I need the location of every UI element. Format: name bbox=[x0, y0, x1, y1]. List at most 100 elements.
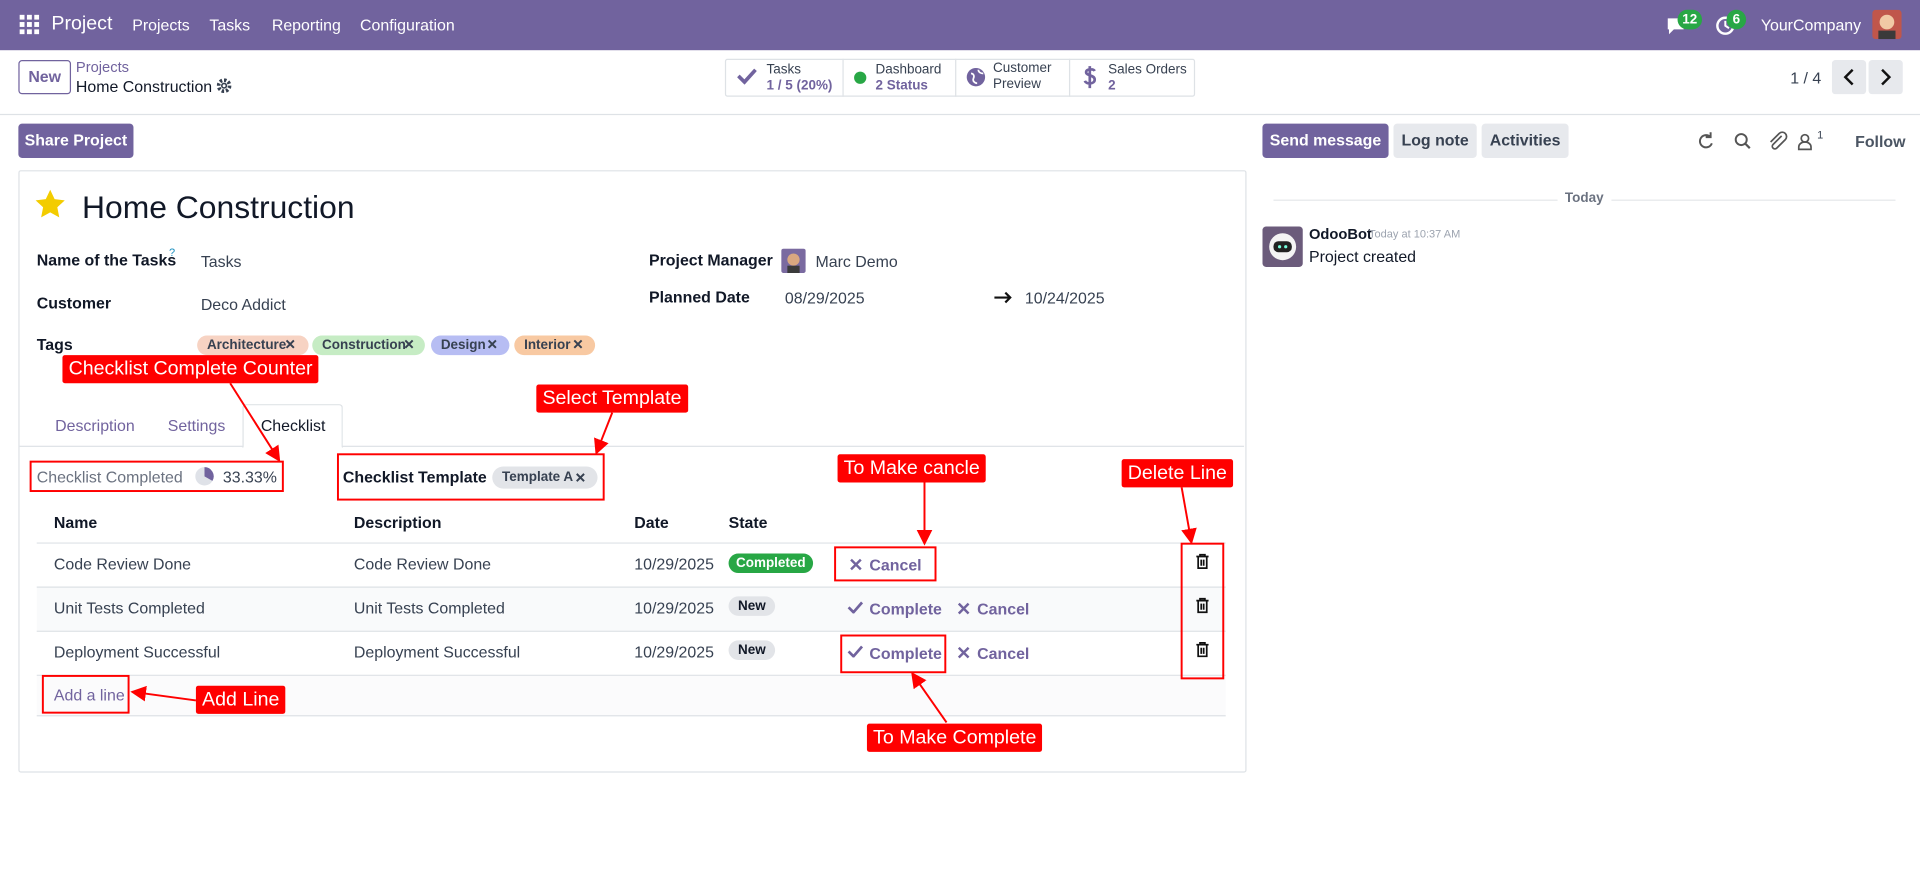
add-line[interactable]: Add a line bbox=[53, 685, 125, 705]
annotation: Select Template bbox=[536, 384, 688, 413]
tag[interactable]: Construction bbox=[312, 335, 425, 356]
pager: 1 / 4 bbox=[1790, 68, 1822, 87]
cancel-icon[interactable] bbox=[850, 558, 862, 571]
cancel-icon[interactable] bbox=[957, 602, 970, 615]
control-panel bbox=[0, 50, 1920, 116]
manager-avatar bbox=[781, 248, 806, 274]
complete-icon[interactable] bbox=[847, 601, 864, 614]
cancel-button[interactable]: Cancel bbox=[977, 644, 1030, 663]
checklist-completed-label: Checklist Completed bbox=[36, 467, 183, 487]
cell-description[interactable]: Code Review Done bbox=[353, 554, 492, 574]
dollar-icon bbox=[1083, 66, 1097, 89]
field-label: Project Manager bbox=[648, 251, 773, 270]
activities-button[interactable]: Activities bbox=[1481, 123, 1569, 158]
state-badge: New bbox=[728, 640, 776, 661]
complete-button[interactable]: Complete bbox=[869, 644, 942, 663]
field-value[interactable]: Deco Addict bbox=[200, 295, 286, 314]
tag[interactable]: Architecture bbox=[197, 335, 309, 356]
smart-label[interactable]: Tasks bbox=[766, 62, 801, 78]
smart-label[interactable]: Sales Orders bbox=[1108, 62, 1187, 78]
send-message-button[interactable]: Send message bbox=[1262, 123, 1389, 158]
help-tooltip[interactable]: ? bbox=[168, 246, 176, 259]
separator bbox=[842, 58, 844, 97]
date-end[interactable]: 10/24/2025 bbox=[1024, 288, 1105, 308]
log-note-button[interactable]: Log note bbox=[1393, 123, 1477, 158]
tag-remove-icons[interactable] bbox=[0, 0, 612, 367]
smart-value[interactable]: 2 Status bbox=[875, 78, 928, 94]
cell-name[interactable]: Code Review Done bbox=[53, 554, 192, 574]
template-remove[interactable] bbox=[576, 473, 586, 483]
cancel-button[interactable]: Cancel bbox=[977, 600, 1030, 619]
tasks-icon[interactable] bbox=[737, 67, 757, 85]
delete-icons[interactable] bbox=[1195, 553, 1210, 663]
tab[interactable]: Settings bbox=[167, 416, 226, 435]
smart-label[interactable]: Dashboard bbox=[875, 62, 942, 78]
pager-buttons[interactable] bbox=[1831, 60, 1903, 95]
column-header[interactable]: Name bbox=[53, 513, 98, 532]
activities-badge: 6 bbox=[1726, 9, 1747, 30]
company[interactable]: YourCompany bbox=[1760, 15, 1862, 35]
message-body: Project created bbox=[1308, 247, 1417, 266]
cell-description[interactable]: Unit Tests Completed bbox=[353, 598, 505, 618]
annotation: Checklist Complete Counter bbox=[62, 355, 319, 384]
new-button[interactable]: New bbox=[18, 60, 72, 95]
followers-count[interactable]: 1 bbox=[1817, 128, 1824, 141]
follow-button[interactable]: Follow bbox=[1855, 132, 1906, 151]
annotation: To Make Complete bbox=[866, 723, 1043, 752]
share-button[interactable]: Share Project bbox=[18, 123, 134, 158]
tab[interactable]: Description bbox=[55, 416, 135, 435]
menu-item[interactable]: Reporting bbox=[271, 15, 341, 35]
status-dot bbox=[854, 71, 867, 84]
smart-value[interactable]: 2 bbox=[1108, 78, 1116, 94]
cancel-icon[interactable] bbox=[957, 646, 970, 659]
smart-value[interactable]: 1 / 5 (20%) bbox=[766, 78, 833, 94]
cell-date[interactable]: 10/29/2025 bbox=[634, 554, 714, 574]
user-avatar[interactable] bbox=[1872, 9, 1902, 40]
column-header[interactable]: Description bbox=[353, 513, 442, 532]
checklist-completed-value: 33.33% bbox=[222, 467, 277, 487]
complete-icon[interactable] bbox=[847, 645, 864, 658]
date-start[interactable]: 08/29/2025 bbox=[784, 288, 865, 308]
separator bbox=[955, 58, 957, 97]
date-arrow bbox=[994, 291, 1012, 304]
favorite-star[interactable] bbox=[34, 189, 66, 220]
navbar bbox=[0, 0, 1920, 51]
separator bbox=[1068, 58, 1071, 97]
progress-pie bbox=[195, 467, 214, 486]
gear-icon[interactable] bbox=[216, 78, 232, 94]
chatter-icons[interactable] bbox=[1696, 131, 1831, 151]
complete-button[interactable]: Complete bbox=[869, 600, 942, 619]
cell-name[interactable]: Deployment Successful bbox=[53, 642, 221, 662]
table-lines bbox=[36, 542, 1226, 717]
apps-icon[interactable] bbox=[19, 14, 40, 35]
cancel-button[interactable]: Cancel bbox=[869, 555, 922, 575]
smart-value[interactable]: Preview bbox=[993, 77, 1041, 92]
column-header[interactable]: State bbox=[728, 513, 768, 532]
checklist-template-label: Checklist Template bbox=[342, 467, 487, 487]
app-name[interactable]: Project bbox=[51, 13, 113, 35]
chatter-day: Today bbox=[1557, 191, 1611, 206]
breadcrumb[interactable]: Projects bbox=[75, 58, 130, 76]
template-tag[interactable]: Template A bbox=[492, 466, 598, 489]
field-value[interactable]: Marc Demo bbox=[815, 252, 898, 271]
cell-description[interactable]: Deployment Successful bbox=[353, 642, 521, 662]
field-label: Name of the Tasks bbox=[36, 251, 177, 270]
tab[interactable]: Checklist bbox=[260, 416, 326, 435]
menu-item[interactable]: Projects bbox=[132, 15, 190, 35]
form-sheet bbox=[18, 170, 1247, 773]
column-header[interactable]: Date bbox=[634, 513, 669, 532]
annotation: To Make cancle bbox=[837, 454, 986, 483]
menu-item[interactable]: Tasks bbox=[209, 15, 251, 35]
field-value[interactable]: Tasks bbox=[200, 252, 242, 271]
cell-date[interactable]: 10/29/2025 bbox=[634, 598, 714, 618]
project-title: Home Construction bbox=[82, 188, 355, 226]
menu-item[interactable]: Configuration bbox=[360, 15, 455, 35]
smart-buttons bbox=[724, 58, 1196, 97]
smart-label[interactable]: Customer bbox=[993, 61, 1052, 76]
cell-date[interactable]: 10/29/2025 bbox=[634, 642, 714, 662]
cell-name[interactable]: Unit Tests Completed bbox=[53, 598, 205, 618]
record-name: Home Construction bbox=[75, 77, 213, 96]
